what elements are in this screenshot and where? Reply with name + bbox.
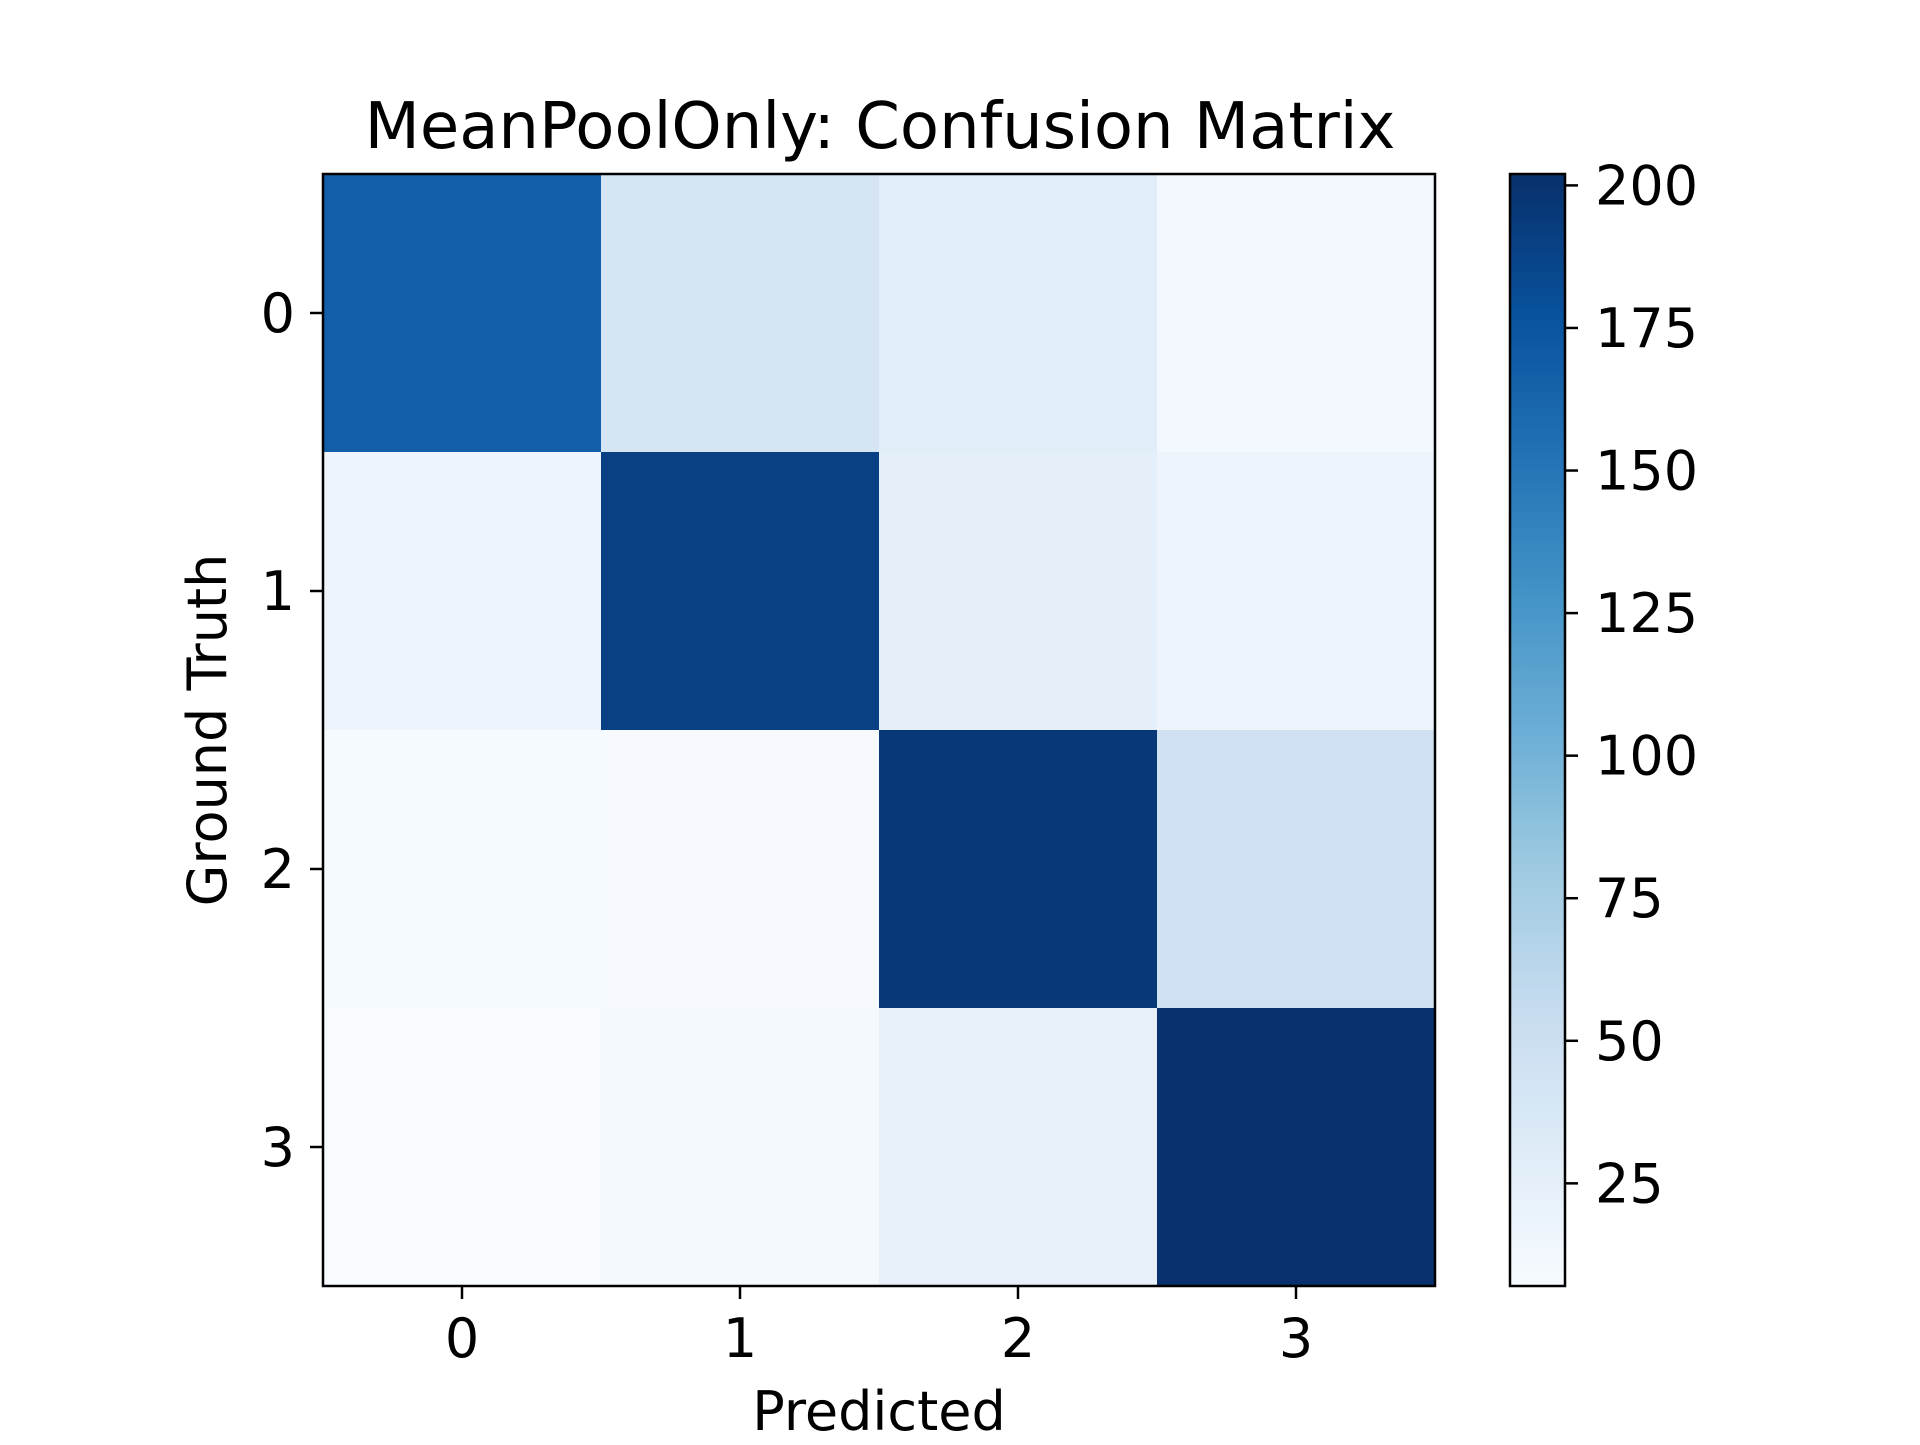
heatmap-cell-r2-c2 bbox=[879, 730, 1158, 1009]
x-tick-label: 2 bbox=[1001, 1307, 1035, 1370]
heatmap-cell-r0-c3 bbox=[1157, 174, 1436, 453]
chart-title: MeanPoolOnly: Confusion Matrix bbox=[365, 90, 1396, 164]
x-tick-label: 1 bbox=[723, 1307, 757, 1370]
x-axis-label: Predicted bbox=[752, 1380, 1006, 1440]
heatmap-cell-r2-c1 bbox=[601, 730, 880, 1009]
heatmap-cell-r3-c3 bbox=[1157, 1008, 1436, 1287]
colorbar-tick-label: 75 bbox=[1595, 867, 1664, 930]
heatmap-cell-r3-c2 bbox=[879, 1008, 1158, 1287]
heatmap-cell-r0-c1 bbox=[601, 174, 880, 453]
y-tick-label: 2 bbox=[261, 838, 295, 901]
y-tick-label: 1 bbox=[261, 560, 295, 623]
colorbar-tick-label: 200 bbox=[1595, 154, 1698, 217]
colorbar-ticks: 25 50 75 100 125 150 175 200 bbox=[1565, 154, 1698, 1215]
heatmap-cell-r0-c2 bbox=[879, 174, 1158, 453]
heatmap-cell-r3-c0 bbox=[323, 1008, 602, 1287]
x-tick-label: 0 bbox=[445, 1307, 479, 1370]
colorbar-tick-label: 100 bbox=[1595, 725, 1698, 788]
colorbar-tick-label: 25 bbox=[1595, 1152, 1664, 1215]
heatmap-cell-r1-c2 bbox=[879, 452, 1158, 731]
heatmap-cell-r1-c3 bbox=[1157, 452, 1436, 731]
heatmap-cell-r0-c0 bbox=[323, 174, 602, 453]
x-tick-label: 3 bbox=[1279, 1307, 1313, 1370]
heatmap-cell-r1-c1 bbox=[601, 452, 880, 731]
y-axis-ticks: 0 1 2 3 bbox=[261, 282, 323, 1179]
heatmap-cells bbox=[323, 174, 1436, 1287]
heatmap-cell-r1-c0 bbox=[323, 452, 602, 731]
y-tick-label: 0 bbox=[261, 282, 295, 345]
colorbar-tick-label: 125 bbox=[1595, 582, 1698, 645]
plot-frame bbox=[321, 172, 1437, 1288]
colorbar-tick-label: 175 bbox=[1595, 297, 1698, 360]
x-axis-ticks: 0 1 2 3 bbox=[445, 1286, 1313, 1370]
y-tick-label: 3 bbox=[261, 1116, 295, 1179]
colorbar-tick-label: 50 bbox=[1595, 1010, 1664, 1073]
heatmap-cell-r2-c0 bbox=[323, 730, 602, 1009]
colorbar bbox=[1508, 172, 1567, 1288]
colorbar-tick-label: 150 bbox=[1595, 440, 1698, 503]
heatmap-cell-r3-c1 bbox=[601, 1008, 880, 1287]
y-axis-label: Ground Truth bbox=[176, 554, 239, 907]
heatmap-cell-r2-c3 bbox=[1157, 730, 1436, 1009]
